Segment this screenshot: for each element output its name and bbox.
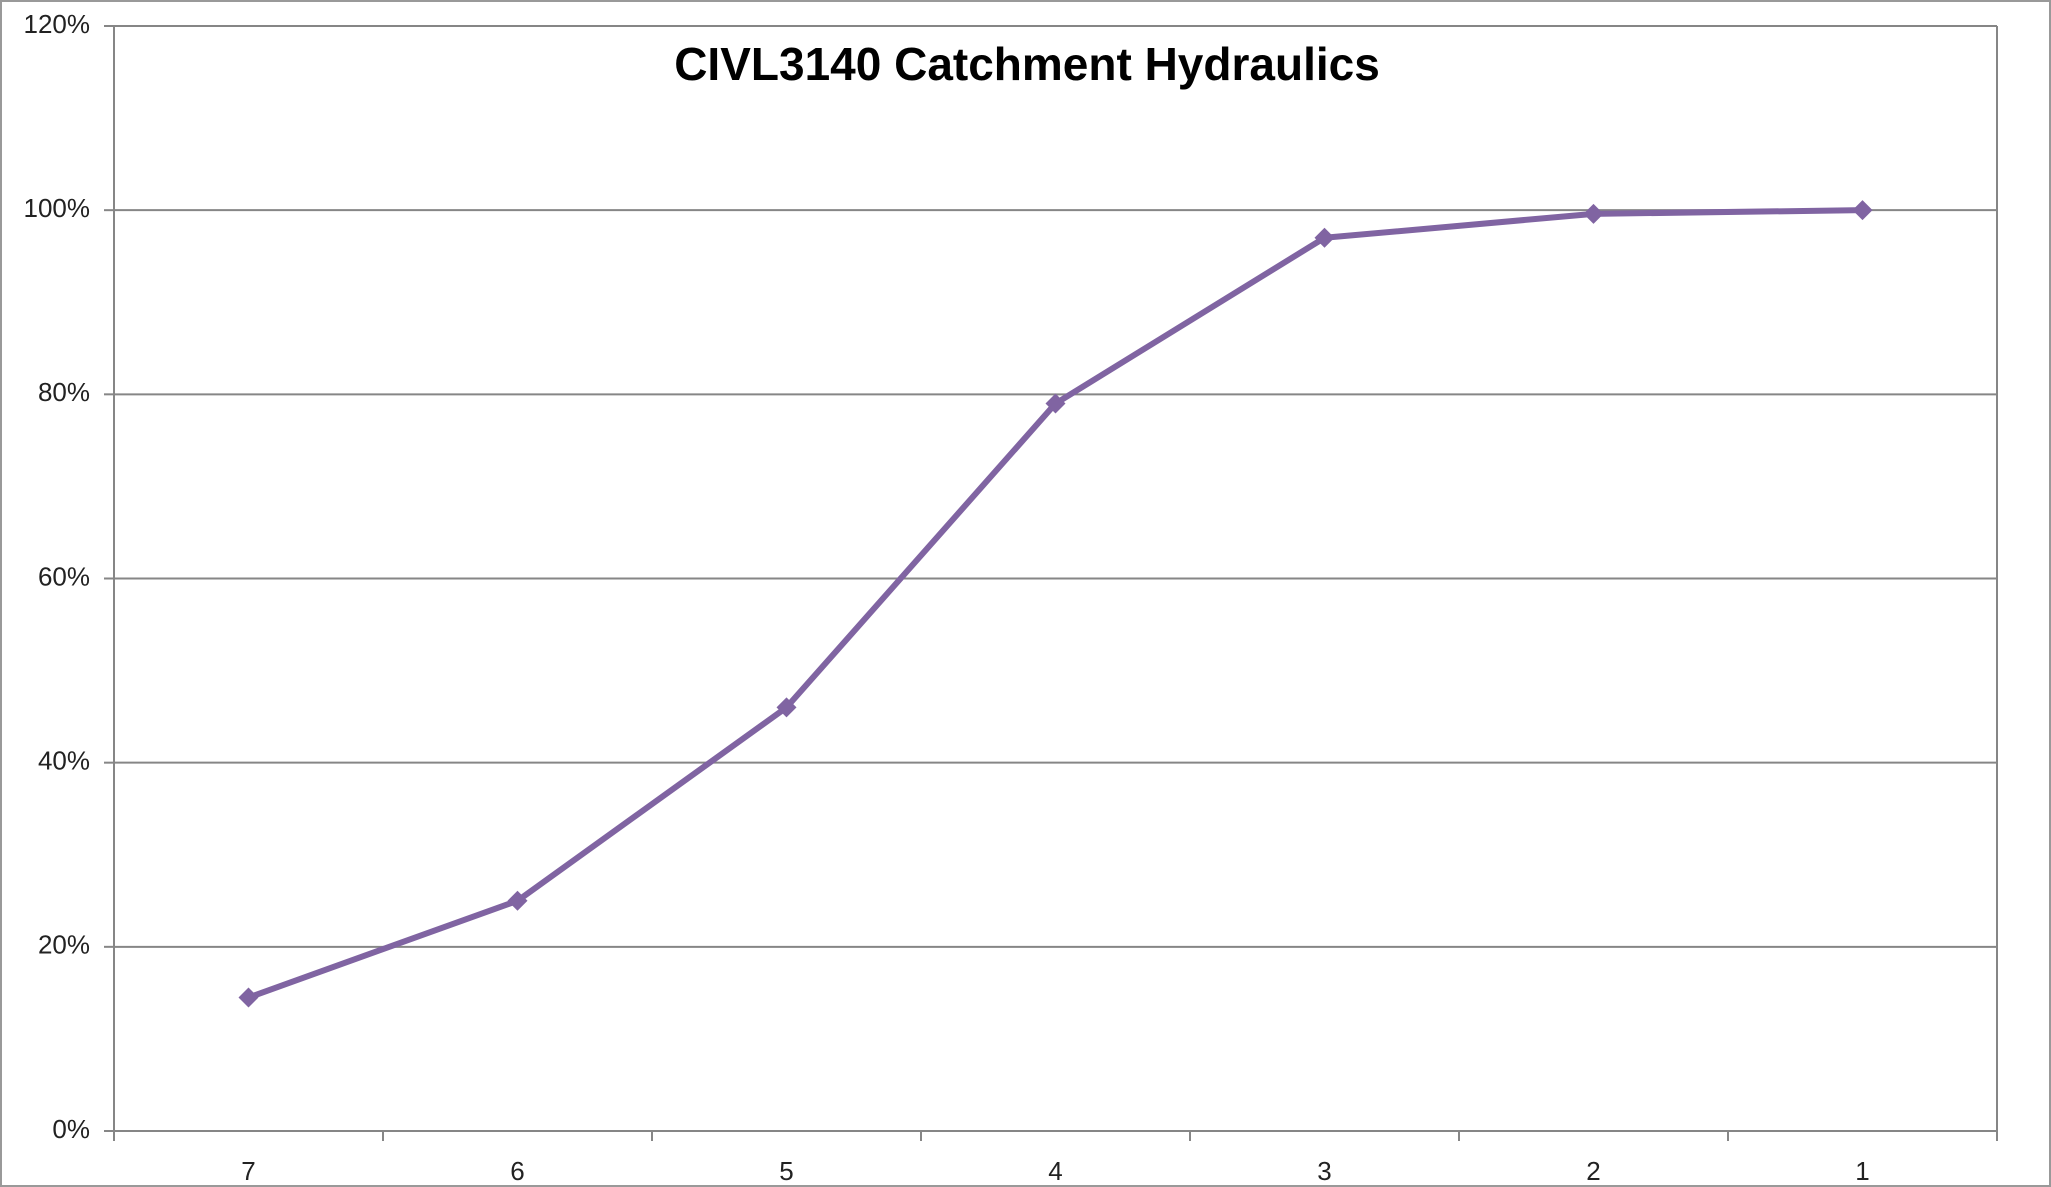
data-point xyxy=(1314,227,1335,248)
y-tick-label: 80% xyxy=(38,377,90,407)
data-point xyxy=(1583,203,1604,224)
x-tick-label: 4 xyxy=(1048,1156,1062,1186)
y-tick-label: 60% xyxy=(38,561,90,591)
chart-title: CIVL3140 Catchment Hydraulics xyxy=(674,38,1380,90)
x-tick-label: 1 xyxy=(1855,1156,1869,1186)
data-point xyxy=(238,987,259,1008)
x-tick-label: 6 xyxy=(510,1156,524,1186)
x-tick-label: 3 xyxy=(1317,1156,1331,1186)
y-tick-label: 100% xyxy=(24,193,91,223)
y-tick-label: 20% xyxy=(38,930,90,960)
data-point xyxy=(1852,200,1873,221)
x-tick-label: 5 xyxy=(779,1156,793,1186)
y-tick-label: 40% xyxy=(38,746,90,776)
y-tick-label: 120% xyxy=(24,9,91,39)
data-point xyxy=(507,890,528,911)
data-point xyxy=(1045,393,1066,414)
x-tick-label: 2 xyxy=(1586,1156,1600,1186)
data-point xyxy=(776,697,797,718)
y-tick-label: 0% xyxy=(52,1114,90,1144)
x-tick-label: 7 xyxy=(241,1156,255,1186)
